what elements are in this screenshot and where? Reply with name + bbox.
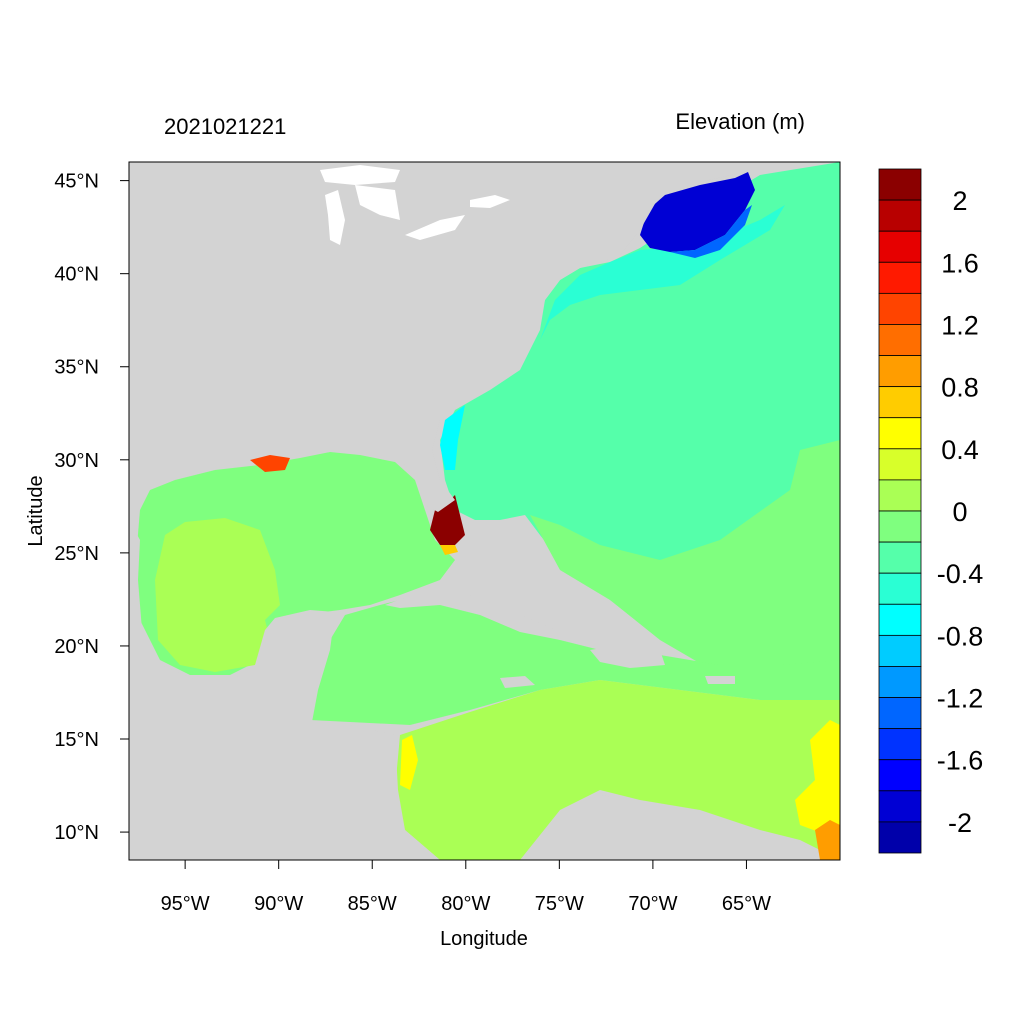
western-gulf-positive-zone [155, 518, 280, 672]
colorbar-swatch [878, 510, 922, 543]
y-tick-label: 15°N [54, 729, 99, 751]
colorbar-label: 0.8 [941, 373, 979, 403]
caribbean-sea-north-region [310, 595, 840, 725]
colorbar-swatch [878, 759, 922, 792]
colorbar-label: 0.4 [941, 435, 979, 465]
y-axis-title: Latitude [25, 475, 47, 546]
hispaniola-landmass [590, 645, 665, 668]
variable-label: Elevation (m) [675, 109, 805, 134]
colorbar-swatch [878, 572, 922, 605]
southeast-us-coastal-band [440, 405, 465, 470]
lake-michigan [325, 190, 345, 245]
y-tick-label: 35°N [54, 357, 99, 379]
x-axis-title: Longitude [440, 928, 528, 950]
south-florida-surge [430, 495, 465, 545]
map-area [129, 162, 840, 860]
south-florida-surge-edge [440, 545, 458, 555]
colorbar-swatch [878, 728, 922, 761]
y-tick-label: 30°N [54, 450, 99, 472]
colorbar-swatch [878, 448, 922, 481]
cuba-landmass [385, 592, 560, 640]
y-axis: 45°N 40°N 35°N 30°N 25°N 20°N 15°N 10°N [54, 171, 129, 844]
x-tick-label: 90°W [254, 893, 303, 915]
x-tick-label: 70°W [628, 893, 677, 915]
north-america-landmass [129, 162, 760, 520]
colorbar-swatch [878, 417, 922, 450]
colorbar-swatch [878, 168, 922, 201]
colorbar-label: -0.8 [937, 621, 984, 651]
colorbar-label: 1.2 [941, 310, 979, 340]
x-tick-label: 85°W [348, 893, 397, 915]
colorbar-swatch [878, 821, 922, 854]
colorbar-swatch [878, 199, 922, 232]
lesser-antilles-positive-zone [795, 720, 840, 840]
colorbar-swatch [878, 790, 922, 823]
colorbar-label: -2 [948, 808, 972, 838]
x-tick-label: 80°W [441, 893, 490, 915]
colorbar-swatch [878, 355, 922, 388]
colorbar-swatch [878, 697, 922, 730]
lake-huron [355, 185, 400, 220]
y-tick-label: 45°N [54, 171, 99, 193]
y-tick-label: 25°N [54, 543, 99, 565]
atlantic-southeast-zone [530, 440, 840, 680]
colorbar-label: -0.4 [937, 559, 984, 589]
mexico-central-america-landmass [129, 520, 440, 860]
colorbar-labels: 2 1.6 1.2 0.8 0.4 0 -0.4 -0.8 -1.2 -1.6 -2 [937, 186, 984, 838]
lake-superior [320, 165, 400, 185]
x-axis: 95°W 90°W 85°W 80°W 75°W 70°W 65°W [161, 860, 771, 915]
colorbar-swatch [878, 541, 922, 574]
colorbar-swatch [878, 386, 922, 419]
jamaica-landmass [500, 676, 535, 688]
honduras-coast-high [400, 735, 418, 790]
colorbar-swatch [878, 230, 922, 263]
colorbar-label: 0 [952, 497, 967, 527]
colorbar-label: 1.6 [941, 248, 979, 278]
colorbar-label: -1.6 [937, 746, 984, 776]
south-caribbean-high [815, 820, 840, 860]
colorbar-swatch [878, 292, 922, 325]
x-tick-label: 65°W [722, 893, 771, 915]
y-tick-label: 20°N [54, 636, 99, 658]
lake-ontario [470, 195, 510, 208]
y-tick-label: 10°N [54, 822, 99, 844]
colorbar-swatch [878, 603, 922, 636]
colorbar-swatch [878, 634, 922, 667]
lake-erie [405, 215, 465, 240]
y-tick-label: 40°N [54, 264, 99, 286]
south-america-landmass [520, 795, 820, 860]
colorbar-swatch [878, 324, 922, 356]
colorbar-swatch [878, 666, 922, 698]
x-tick-label: 75°W [535, 893, 584, 915]
florida-peninsula [415, 462, 448, 510]
colorbar-label: 2 [952, 186, 967, 216]
x-tick-label: 95°W [161, 893, 210, 915]
gulf-of-maine-anomaly [640, 172, 755, 252]
map-frame [128, 161, 841, 861]
colorbar-label: -1.2 [937, 684, 984, 714]
colorbar-swatch [878, 479, 922, 512]
puerto-rico-landmass [705, 676, 735, 684]
louisiana-coast-surge [250, 455, 290, 472]
colorbar-swatch [878, 261, 922, 294]
gulf-of-maine-edge [670, 205, 752, 258]
colorbar [878, 168, 922, 854]
date-label: 2021021221 [164, 114, 286, 139]
caribbean-sea-south-region [395, 680, 840, 860]
